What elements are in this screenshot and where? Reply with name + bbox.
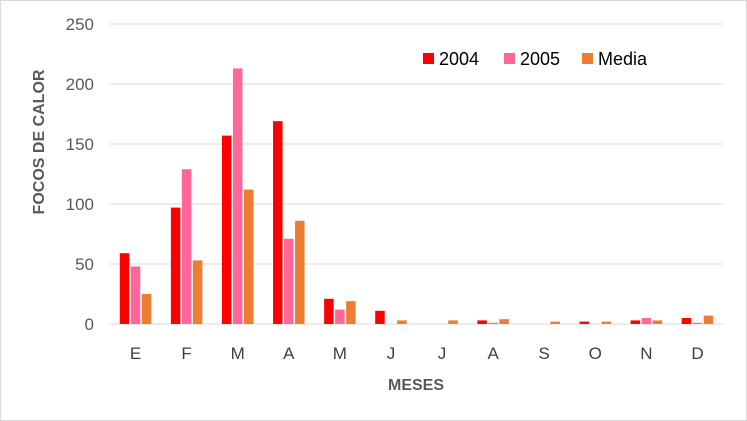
legend-swatch-media <box>582 53 593 64</box>
bar-2005-3 <box>232 68 243 325</box>
y-tick-label: 200 <box>66 75 94 94</box>
bar-2004-11 <box>630 320 641 324</box>
y-tick-label: 150 <box>66 135 94 154</box>
x-tick-label: E <box>130 344 141 363</box>
bar-2005-8 <box>488 322 498 324</box>
legend: 2004 2005 Media <box>423 49 648 69</box>
bar-media-11 <box>652 320 663 324</box>
legend-swatch-2005 <box>504 53 515 64</box>
bar-2005-5 <box>335 309 345 324</box>
bar-2005-2 <box>181 169 192 324</box>
bar-2004-10 <box>579 321 590 324</box>
bar-media-9 <box>550 321 560 324</box>
legend-label-2005: 2005 <box>520 49 560 69</box>
bar-2005-4 <box>284 238 294 324</box>
y-tick-label: 250 <box>66 15 94 34</box>
bar-media-8 <box>499 319 509 324</box>
bars <box>119 68 714 325</box>
bar-2005-11 <box>641 318 652 324</box>
y-axis-title: FOCOS DE CALOR <box>31 69 48 214</box>
bar-2005-1 <box>130 266 141 324</box>
bar-media-3 <box>243 189 254 324</box>
x-tick-label: F <box>181 344 191 363</box>
x-axis-title: MESES <box>388 377 444 394</box>
legend-label-media: Media <box>598 49 648 69</box>
y-tick-label: 0 <box>85 315 94 334</box>
bar-media-7 <box>448 320 458 324</box>
bar-media-12 <box>703 315 714 324</box>
bar-media-10 <box>601 321 612 324</box>
bar-2005-12 <box>692 322 703 324</box>
bar-2004-6 <box>375 310 385 324</box>
x-tick-label: D <box>691 344 703 363</box>
x-tick-label: N <box>640 344 652 363</box>
y-axis-ticks: 0 50 100 150 200 250 <box>66 15 94 334</box>
x-tick-label: S <box>539 344 550 363</box>
bar-media-4 <box>295 220 305 324</box>
bar-media-5 <box>346 301 356 324</box>
y-tick-label: 50 <box>75 255 94 274</box>
bar-2004-1 <box>119 253 130 324</box>
legend-swatch-2004 <box>423 53 434 64</box>
bar-media-6 <box>397 320 407 324</box>
legend-label-2004: 2004 <box>439 49 479 69</box>
bar-2004-5 <box>324 298 334 324</box>
x-tick-label: J <box>438 344 447 363</box>
y-tick-label: 100 <box>66 195 94 214</box>
x-tick-label: J <box>387 344 396 363</box>
bar-2004-12 <box>681 318 692 324</box>
bar-media-2 <box>192 260 203 324</box>
x-tick-label: O <box>589 344 602 363</box>
x-tick-label: M <box>231 344 245 363</box>
bar-2004-3 <box>221 135 232 324</box>
x-tick-label: M <box>333 344 347 363</box>
x-tick-label: A <box>487 344 499 363</box>
bar-2004-8 <box>477 320 487 324</box>
bar-media-1 <box>141 294 152 324</box>
bar-2004-2 <box>170 207 181 324</box>
bar-2004-4 <box>273 121 283 324</box>
x-tick-label: A <box>283 344 295 363</box>
gridlines <box>110 23 723 325</box>
